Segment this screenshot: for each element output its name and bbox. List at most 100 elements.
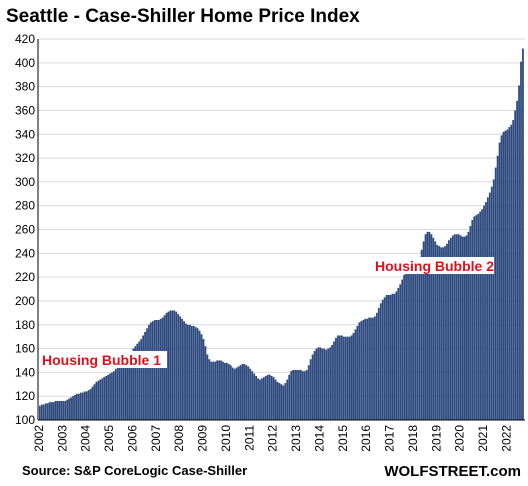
bar — [196, 328, 199, 420]
bar — [422, 241, 425, 420]
bar — [224, 362, 226, 420]
bar — [469, 225, 472, 420]
bar — [40, 404, 43, 420]
bar — [315, 348, 318, 420]
bar — [101, 378, 104, 420]
bar — [93, 384, 96, 420]
bar — [249, 368, 252, 420]
bar — [473, 216, 476, 420]
bar — [214, 361, 217, 420]
bar — [274, 379, 277, 420]
bar — [134, 346, 137, 420]
bar — [483, 205, 485, 420]
annotation-bubble-1-background — [39, 351, 167, 368]
bar — [321, 348, 324, 420]
bar — [50, 402, 53, 420]
bar — [329, 347, 332, 420]
bar — [294, 369, 296, 420]
bar — [485, 202, 487, 420]
bar — [253, 373, 256, 420]
bar — [440, 247, 443, 420]
chart-title: Seattle - Case-Shiller Home Price Index — [6, 6, 360, 27]
bar — [56, 400, 59, 420]
bar — [206, 354, 209, 420]
y-tick-label: 160 — [15, 342, 35, 356]
x-tick-label: 2014 — [312, 425, 326, 452]
bar — [233, 368, 236, 420]
bar — [286, 379, 289, 420]
bar — [354, 329, 357, 420]
bar — [114, 368, 117, 420]
annotation-bubble-2-text: Housing Bubble 2 — [375, 258, 494, 274]
bar — [327, 348, 330, 420]
bar — [161, 317, 164, 420]
bar — [198, 330, 201, 420]
bar — [272, 377, 275, 420]
bar — [167, 311, 170, 420]
y-tick-label: 200 — [15, 294, 35, 308]
x-tick-label: 2007 — [149, 425, 163, 452]
bar — [411, 269, 413, 420]
bar — [58, 400, 61, 420]
x-tick-label: 2019 — [429, 425, 443, 452]
bar — [434, 241, 437, 420]
bar — [344, 336, 347, 420]
bar — [475, 215, 478, 420]
bar — [502, 131, 505, 420]
bar — [368, 317, 370, 420]
bar — [331, 344, 333, 420]
bar — [333, 341, 335, 420]
y-tick-label: 180 — [15, 318, 35, 332]
bar — [204, 346, 207, 420]
bar — [72, 396, 74, 420]
x-tick-label: 2015 — [336, 425, 350, 452]
bar — [245, 365, 248, 420]
bar — [89, 389, 92, 420]
bar — [138, 341, 141, 420]
bar — [436, 244, 439, 420]
bar — [362, 319, 365, 420]
bar — [120, 361, 123, 420]
bar — [395, 291, 398, 420]
bar — [155, 319, 158, 420]
bar — [428, 231, 431, 420]
bar — [461, 236, 464, 420]
bar — [74, 395, 76, 420]
bar — [146, 328, 148, 420]
bar — [241, 364, 244, 420]
bar — [126, 354, 129, 420]
x-tick-label: 2010 — [219, 425, 233, 452]
bar — [169, 310, 172, 420]
bar — [157, 319, 160, 420]
x-tick-label: 2017 — [383, 425, 397, 452]
bar — [393, 293, 396, 420]
bar — [284, 383, 287, 420]
bar — [303, 371, 306, 420]
bar — [81, 392, 84, 420]
bar — [183, 321, 185, 420]
bar — [300, 369, 302, 420]
bar — [391, 293, 394, 420]
bar — [187, 324, 189, 420]
bar — [202, 339, 205, 420]
bar — [237, 366, 240, 420]
bar — [87, 390, 90, 420]
bar — [407, 271, 409, 420]
bar — [506, 129, 509, 421]
bar — [60, 400, 63, 420]
y-axis-ticks: 100 120 140 160 180 200 220 240 260 280 300 320 340 3… — [15, 32, 35, 427]
bar — [151, 321, 154, 420]
bar — [500, 135, 503, 420]
x-tick-label: 2013 — [289, 425, 303, 452]
bar — [325, 349, 328, 420]
bar — [432, 237, 435, 420]
y-tick-label: 260 — [15, 223, 35, 237]
bar — [225, 362, 228, 420]
bar — [346, 336, 349, 420]
bar — [142, 335, 145, 420]
bar — [247, 366, 250, 420]
bar — [397, 287, 400, 420]
bar — [222, 361, 224, 420]
bar — [97, 380, 100, 420]
